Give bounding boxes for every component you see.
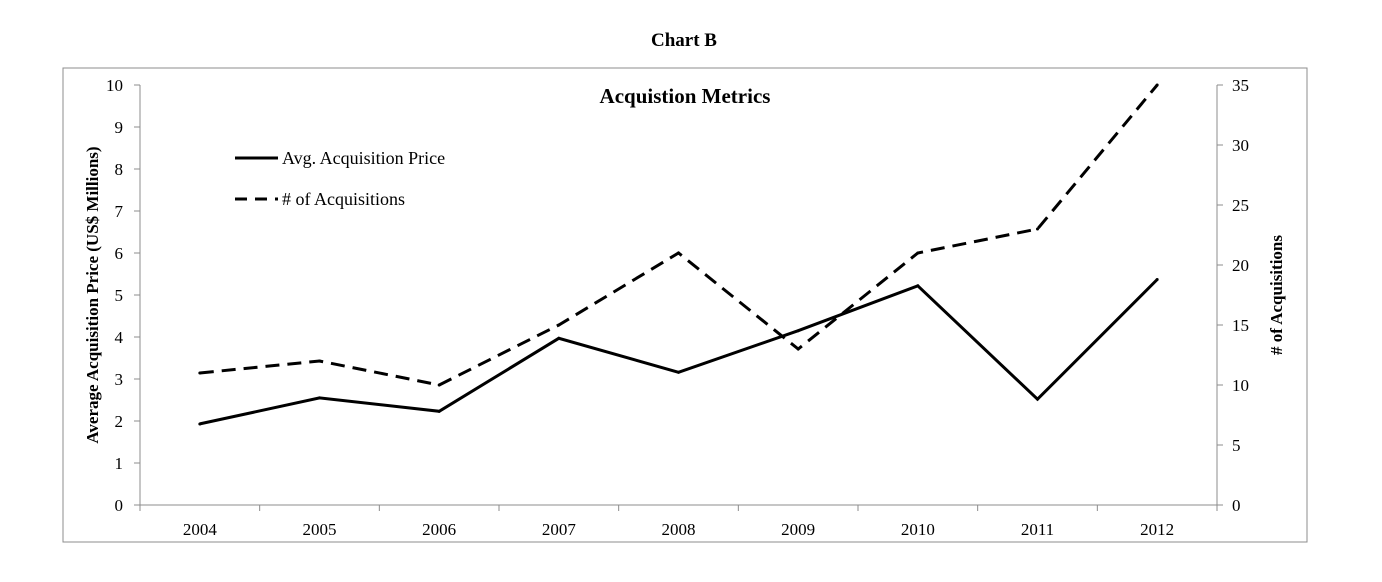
y-right-tick-label: 25 bbox=[1232, 196, 1249, 215]
y-left-tick-label: 6 bbox=[115, 244, 124, 263]
point-acquisitions bbox=[437, 383, 441, 387]
x-tick-label: 2007 bbox=[542, 520, 577, 539]
point-acquisitions bbox=[1155, 83, 1159, 87]
y-right-tick-label: 35 bbox=[1232, 76, 1249, 95]
point-avg-price bbox=[437, 409, 441, 413]
y-left-tick-label: 5 bbox=[115, 286, 124, 305]
x-tick-label: 2009 bbox=[781, 520, 815, 539]
point-avg-price bbox=[1155, 277, 1159, 281]
axes: 0 1 2 3 4 5 6 7 8 9 10 0 5 10 15 20 25 30 35 2004 2005 2006 20… bbox=[83, 76, 1286, 539]
point-avg-price bbox=[557, 336, 561, 340]
y-left-tick-label: 10 bbox=[106, 76, 123, 95]
legend: Avg. Acquisition Price # of Acquisitions bbox=[235, 148, 445, 209]
series-line-acquisitions bbox=[199, 84, 1159, 387]
series-line-avg-price bbox=[199, 278, 1159, 426]
chart-title: Acquistion Metrics bbox=[600, 84, 771, 108]
y-left-tick-label: 8 bbox=[115, 160, 124, 179]
x-tick-label: 2012 bbox=[1140, 520, 1174, 539]
point-acquisitions bbox=[557, 323, 561, 327]
x-tick-label: 2011 bbox=[1021, 520, 1054, 539]
series-layer bbox=[198, 83, 1159, 426]
y-right-tick-label: 5 bbox=[1232, 436, 1241, 455]
y-right-tick-label: 10 bbox=[1232, 376, 1249, 395]
point-acquisitions bbox=[318, 359, 321, 363]
point-acquisitions bbox=[198, 371, 202, 375]
point-acquisitions bbox=[677, 251, 680, 255]
y-axis-left-title: Average Acquisition Price (US$ Millions) bbox=[83, 146, 102, 443]
y-left-tick-label: 3 bbox=[115, 370, 124, 389]
chart-heading: Chart B bbox=[651, 30, 717, 51]
point-acquisitions bbox=[1036, 227, 1039, 231]
point-avg-price bbox=[916, 284, 920, 288]
point-avg-price bbox=[1036, 397, 1039, 401]
y-left-tick-label: 1 bbox=[115, 454, 124, 473]
y-left-tick-label: 9 bbox=[115, 118, 124, 137]
point-avg-price bbox=[677, 370, 680, 374]
x-tick-label: 2005 bbox=[303, 520, 337, 539]
point-acquisitions bbox=[796, 347, 800, 351]
y-axis-right-title: # of Acquisitions bbox=[1267, 235, 1286, 355]
y-left-tick-label: 4 bbox=[115, 328, 124, 347]
y-left-tick-label: 7 bbox=[115, 202, 124, 221]
y-right-tick-label: 0 bbox=[1232, 496, 1241, 515]
legend-label: Avg. Acquisition Price bbox=[282, 148, 445, 168]
x-tick-label: 2008 bbox=[662, 520, 696, 539]
x-tick-label: 2004 bbox=[183, 520, 218, 539]
chart-border bbox=[62, 67, 1308, 543]
x-tick-label: 2010 bbox=[901, 520, 935, 539]
x-tick-label: 2006 bbox=[422, 520, 456, 539]
legend-label: # of Acquisitions bbox=[282, 189, 405, 209]
point-avg-price bbox=[318, 396, 321, 400]
y-left-tick-label: 0 bbox=[115, 496, 124, 515]
point-acquisitions bbox=[916, 251, 920, 255]
y-right-tick-label: 20 bbox=[1232, 256, 1249, 275]
y-right-tick-label: 30 bbox=[1232, 136, 1249, 155]
point-avg-price bbox=[796, 329, 800, 333]
point-avg-price bbox=[198, 422, 202, 426]
y-right-tick-label: 15 bbox=[1232, 316, 1249, 335]
y-left-tick-label: 2 bbox=[115, 412, 124, 431]
